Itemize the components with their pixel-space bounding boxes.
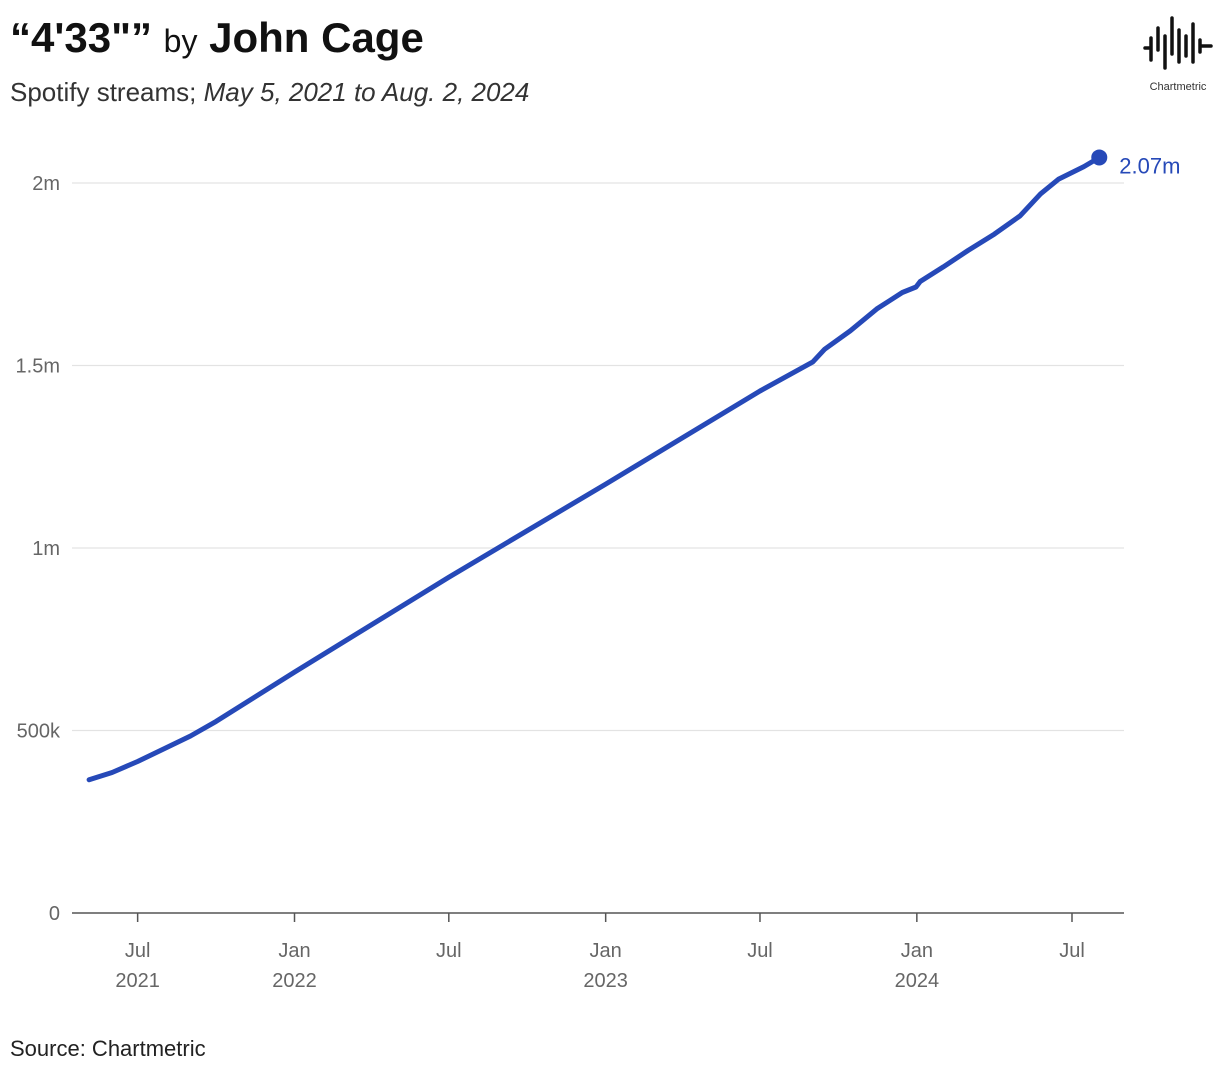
x-tick-label: Jul bbox=[747, 940, 773, 962]
x-tick-label: Jan bbox=[901, 940, 933, 962]
series-end-point bbox=[1091, 149, 1108, 166]
subtitle-date-range: May 5, 2021 to Aug. 2, 2024 bbox=[203, 77, 530, 107]
x-tick-year-label: 2024 bbox=[895, 970, 940, 992]
series-end-label: 2.07m bbox=[1119, 153, 1180, 178]
source-note: Source: Chartmetric bbox=[10, 1036, 206, 1061]
series-line-spotify-streams bbox=[86, 155, 1102, 783]
x-tick-year-label: 2023 bbox=[583, 970, 628, 992]
x-tick-year-label: 2022 bbox=[272, 970, 317, 992]
chart-title: “4'33"” by John Cage bbox=[10, 12, 529, 67]
logo-text: Chartmetric bbox=[1149, 81, 1207, 93]
y-tick-label: 1m bbox=[32, 538, 60, 560]
x-tick-label: Jan bbox=[590, 940, 622, 962]
artist-name: John Cage bbox=[209, 14, 424, 61]
x-tick-label: Jan bbox=[278, 940, 310, 962]
x-tick-label: Jul bbox=[436, 940, 462, 962]
title-by: by bbox=[163, 23, 198, 59]
chart-subtitle: Spotify streams; May 5, 2021 to Aug. 2, … bbox=[10, 77, 529, 108]
y-tick-label: 500k bbox=[17, 721, 61, 743]
subtitle-prefix: Spotify streams; bbox=[10, 77, 197, 107]
x-tick-label: Jul bbox=[125, 940, 151, 962]
x-tick-year-label: 2021 bbox=[115, 970, 160, 992]
y-tick-label: 1.5m bbox=[16, 356, 60, 378]
y-tick-label: 2m bbox=[32, 173, 60, 195]
chartmetric-logo: Chartmetric bbox=[1138, 8, 1218, 93]
chartmetric-waveform-icon bbox=[1143, 16, 1213, 70]
chart-header: “4'33"” by John Cage Spotify streams; Ma… bbox=[10, 12, 529, 108]
song-title: “4'33"” bbox=[10, 14, 152, 61]
x-tick-label: Jul bbox=[1059, 940, 1085, 962]
y-tick-label: 0 bbox=[49, 903, 60, 925]
